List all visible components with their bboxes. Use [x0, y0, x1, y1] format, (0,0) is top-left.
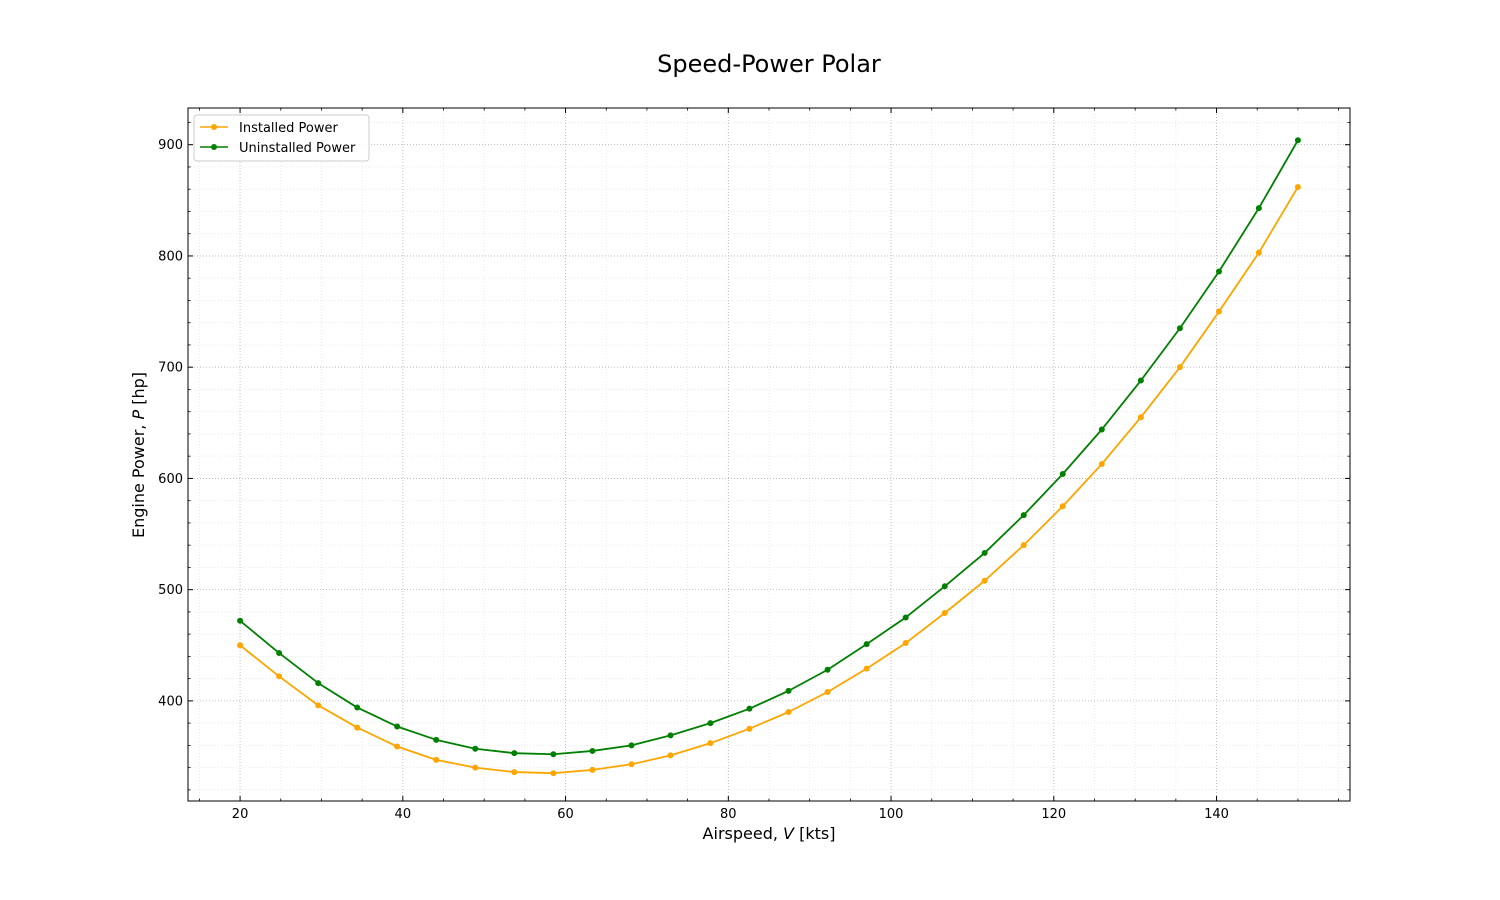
data-point-series-0	[746, 725, 753, 732]
y-tick-label: 600	[158, 472, 183, 487]
series-layer	[237, 137, 1301, 777]
data-point-series-1	[315, 680, 322, 687]
legend-marker-uninstalled	[211, 144, 217, 150]
x-tick-label: 20	[232, 807, 249, 822]
data-point-series-1	[746, 705, 753, 712]
y-tick-label: 700	[158, 361, 183, 376]
data-point-series-1	[237, 617, 244, 624]
data-point-series-0	[1059, 503, 1066, 510]
chart-title: Speed-Power Polar	[657, 50, 881, 78]
data-point-series-0	[863, 665, 870, 672]
data-point-series-0	[1255, 249, 1262, 256]
data-point-series-1	[667, 732, 674, 739]
data-point-series-0	[237, 642, 244, 649]
x-tick-label: 80	[720, 807, 737, 822]
data-point-series-0	[628, 761, 635, 768]
data-point-series-1	[941, 583, 948, 590]
data-point-series-0	[511, 769, 518, 776]
data-point-series-0	[472, 764, 479, 771]
data-point-series-1	[589, 747, 596, 754]
series-line-0	[239, 186, 1299, 775]
data-point-series-1	[1059, 470, 1066, 477]
data-point-series-1	[354, 704, 361, 711]
x-tick-label: 60	[557, 807, 574, 822]
y-tick-label: 800	[158, 249, 183, 264]
data-point-series-0	[1137, 414, 1144, 421]
data-point-series-0	[981, 577, 988, 584]
data-point-series-1	[550, 751, 557, 758]
data-point-series-1	[628, 742, 635, 749]
data-point-series-0	[785, 709, 792, 716]
data-point-series-0	[1294, 183, 1301, 190]
data-point-series-0	[550, 770, 557, 777]
data-point-series-1	[511, 750, 518, 757]
data-point-series-0	[589, 766, 596, 773]
data-point-series-1	[1215, 268, 1222, 275]
data-point-series-0	[902, 640, 909, 647]
data-point-series-1	[902, 614, 909, 621]
data-point-series-1	[1176, 325, 1183, 332]
data-point-series-0	[433, 756, 440, 763]
legend-box	[193, 114, 370, 162]
y-axis-label: Engine Power, P [hp]	[129, 372, 148, 538]
data-point-series-1	[981, 549, 988, 556]
data-point-series-1	[1098, 426, 1105, 433]
legend-label-uninstalled: Uninstalled Power	[239, 141, 356, 156]
y-tick-label: 900	[158, 138, 183, 153]
data-point-series-0	[315, 702, 322, 709]
data-point-series-1	[394, 723, 401, 730]
data-point-series-1	[276, 650, 283, 657]
grid-layer	[188, 108, 1350, 801]
x-tick-label: 140	[1204, 807, 1229, 822]
data-point-series-0	[1176, 364, 1183, 371]
data-point-series-1	[1020, 512, 1027, 519]
data-point-series-1	[1255, 205, 1262, 212]
x-tick-label: 40	[395, 807, 412, 822]
data-point-series-0	[354, 724, 361, 731]
data-point-series-1	[1137, 377, 1144, 384]
x-axis-label: Airspeed, V [kts]	[703, 824, 836, 843]
data-point-series-1	[472, 745, 479, 752]
data-point-series-1	[824, 666, 831, 673]
data-point-series-0	[1020, 542, 1027, 549]
data-point-series-0	[667, 752, 674, 759]
data-point-series-1	[785, 687, 792, 694]
data-point-series-0	[276, 673, 283, 680]
data-point-series-0	[824, 688, 831, 695]
data-point-series-0	[707, 740, 714, 747]
data-point-series-0	[1215, 308, 1222, 315]
legend: Installed Power Uninstalled Power	[193, 114, 370, 162]
data-point-series-1	[433, 736, 440, 743]
y-tick-label: 400	[158, 694, 183, 709]
data-point-series-0	[394, 743, 401, 750]
data-point-series-1	[1294, 137, 1301, 144]
legend-marker-installed	[211, 124, 217, 130]
data-point-series-1	[863, 641, 870, 648]
data-point-series-1	[707, 720, 714, 727]
data-point-series-0	[941, 610, 948, 617]
y-tick-label: 500	[158, 583, 183, 598]
data-point-series-0	[1098, 460, 1105, 467]
x-tick-label: 100	[879, 807, 904, 822]
legend-label-installed: Installed Power	[239, 121, 338, 136]
series-line-1	[239, 139, 1299, 756]
axes-layer: 20 40 60 80 100 120 140 400 500 600 700 800 900	[158, 107, 1351, 822]
x-tick-label: 120	[1041, 807, 1066, 822]
plot-frame	[187, 107, 1351, 802]
